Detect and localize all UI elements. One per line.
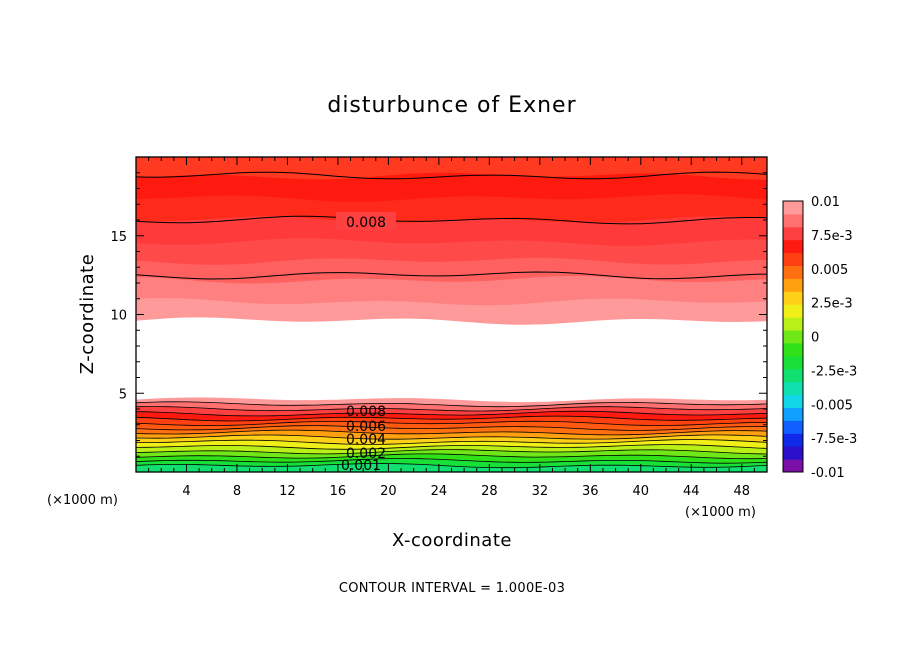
- colorbar-segment: [783, 226, 803, 241]
- colorbar-tick-label: 0: [811, 331, 819, 346]
- colorbar-segment: [783, 381, 803, 396]
- axis-ticks: [136, 157, 767, 472]
- y-tick-label: 10: [110, 309, 127, 324]
- contour-line: [136, 215, 767, 225]
- colorbar-tick-label: 0.01: [811, 195, 840, 210]
- colorbar-segment: [783, 446, 803, 460]
- colorbar-segment: [783, 239, 803, 254]
- colorbar-segment: [783, 368, 803, 383]
- x-axis-label: X-coordinate: [392, 530, 512, 551]
- colorbar-frame: [782, 200, 804, 473]
- x-tick-label: 40: [633, 484, 650, 499]
- contour-line: [136, 458, 767, 464]
- contour-line: [136, 271, 767, 280]
- contour-line: [136, 171, 767, 180]
- x-tick-label: 12: [279, 484, 296, 499]
- x-tick-label: 24: [431, 484, 448, 499]
- y-tick-labels: 5 10 15: [110, 230, 127, 403]
- colorbar-tick-label: -2.5e-3: [811, 364, 857, 379]
- colorbar-tick-label: -0.01: [811, 466, 845, 481]
- contour-line: [136, 415, 767, 422]
- colorbar-segment: [783, 330, 803, 344]
- contour-line: [136, 410, 767, 417]
- y-axis-label: Z-coordinate: [77, 254, 98, 375]
- colorbar-segment: [783, 394, 803, 408]
- colorbar-segment: [783, 420, 803, 434]
- contour-line: [136, 439, 767, 445]
- plot-area: [136, 157, 767, 472]
- colorbar-segment: [783, 278, 803, 292]
- colorbar-segment: [783, 213, 803, 228]
- x-axis-unit-left: (×1000 m): [47, 493, 118, 508]
- colorbar-segment: [783, 252, 803, 267]
- x-tick-labels: 4 8 12 16 20 24 28 32 36 40 44 48: [182, 484, 750, 499]
- x-tick-label: 48: [733, 484, 750, 499]
- x-tick-label: 44: [683, 484, 700, 499]
- contour-line: [136, 444, 767, 450]
- colorbar-tick-label: 7.5e-3: [811, 229, 853, 244]
- contour-line: [136, 453, 767, 460]
- contour-line: [136, 429, 767, 436]
- x-tick-label: 20: [380, 484, 397, 499]
- colorbar-segment: [783, 317, 803, 331]
- contour-label: 0.006: [346, 419, 386, 435]
- x-axis-unit-right: (×1000 m): [685, 505, 756, 520]
- y-tick-label: 5: [119, 387, 127, 402]
- colorbar: [782, 200, 804, 473]
- colorbar-segment: [783, 265, 803, 279]
- contour-line: [136, 406, 767, 412]
- contour-label: 0.008: [346, 215, 386, 231]
- colorbar-segment: [783, 342, 803, 357]
- contour-band: [136, 157, 767, 180]
- contour-line: [136, 425, 767, 431]
- contour-label: 0.002: [346, 446, 386, 462]
- x-tick-label: 32: [532, 484, 549, 499]
- contour-interval-text: CONTOUR INTERVAL = 1.000E-03: [339, 581, 565, 596]
- colorbar-segment: [783, 459, 803, 473]
- contour-label: 0.008: [346, 404, 386, 420]
- colorbar-segment: [783, 291, 803, 305]
- chart-title: disturbunce of Exner: [327, 93, 576, 118]
- colorbar-tick-label: 2.5e-3: [811, 297, 853, 312]
- colorbar-tick-label: 0.005: [811, 263, 848, 278]
- contour-label: 0.004: [346, 432, 386, 448]
- x-tick-label: 16: [330, 484, 347, 499]
- contour-line: [136, 401, 767, 408]
- colorbar-segment: [783, 355, 803, 370]
- colorbar-tick-labels: 0.01 7.5e-3 0.005 2.5e-3 0 -2.5e-3 -0.005 -7.5e…: [811, 195, 857, 481]
- colorbar-segment: [783, 407, 803, 421]
- colorbar-segment: [783, 304, 803, 318]
- x-tick-label: 28: [481, 484, 498, 499]
- contour-line: [136, 462, 767, 469]
- contour-line: [136, 434, 767, 440]
- contour-line: [136, 449, 767, 455]
- colorbar-tick-label: -7.5e-3: [811, 432, 857, 447]
- x-tick-label: 36: [582, 484, 599, 499]
- contour-lines: [136, 171, 767, 469]
- contour-line: [136, 420, 767, 427]
- x-tick-label: 4: [182, 484, 190, 499]
- upper-contour-bands: [136, 157, 767, 325]
- colorbar-segment: [783, 201, 803, 215]
- y-tick-label: 15: [110, 230, 127, 245]
- x-tick-label: 8: [233, 484, 241, 499]
- colorbar-segment: [783, 433, 803, 447]
- colorbar-tick-label: -0.005: [811, 398, 853, 413]
- contour-labels: 0.008 0.008 0.006 0.004 0.002 0.001: [336, 212, 396, 474]
